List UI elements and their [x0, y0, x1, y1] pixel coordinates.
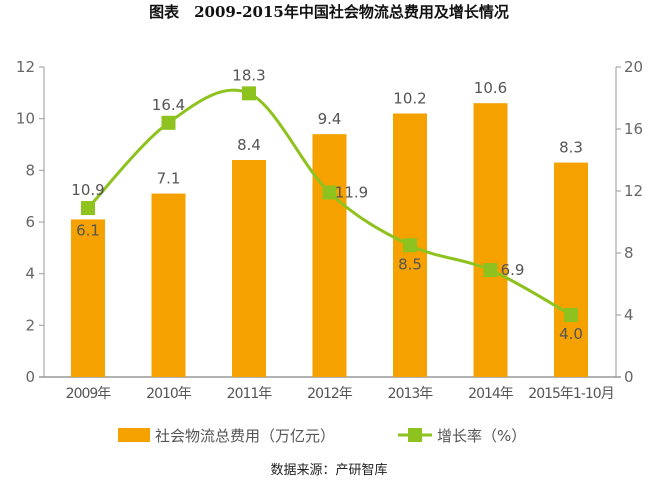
growth-rate-label: 18.3 [232, 66, 265, 84]
left-tick-label: 0 [25, 368, 35, 386]
bar [232, 160, 266, 377]
bar-value-label: 8.4 [237, 136, 261, 154]
growth-rate-marker [161, 115, 176, 130]
legend: 社会物流总费用（万亿元） 增长率（%） [118, 427, 526, 445]
growth-rate-label: 16.4 [152, 96, 185, 114]
bar [473, 103, 508, 378]
growth-rate-label: 6.9 [501, 261, 525, 279]
bar [554, 162, 588, 377]
left-tick-label: 10 [16, 110, 35, 128]
bar-value-label: 7.1 [157, 170, 181, 188]
left-tick-label: 8 [25, 161, 35, 179]
left-tick-label: 12 [16, 58, 35, 76]
growth-rate-label: 11.9 [335, 184, 368, 202]
growth-rate-marker [81, 201, 95, 216]
x-tick-label: 2010年 [146, 386, 192, 402]
right-tick-label: 4 [624, 306, 634, 324]
bar-value-label: 10.6 [474, 79, 507, 97]
growth-rate-marker [322, 185, 337, 200]
legend-bar-label: 社会物流总费用（万亿元） [155, 427, 335, 445]
growth-rate-marker [564, 308, 578, 322]
x-tick-label: 2014年 [468, 386, 514, 402]
right-tick-label: 20 [624, 58, 643, 76]
left-tick-label: 4 [25, 265, 35, 283]
x-tick-label: 2013年 [388, 386, 434, 402]
legend-line-label: 增长率（%） [437, 427, 526, 445]
legend-bar-swatch [118, 428, 150, 442]
x-tick-label: 2012年 [307, 386, 353, 402]
growth-rate-label: 10.9 [71, 181, 104, 199]
growth-rate-marker [242, 86, 256, 101]
bar-value-label: 9.4 [318, 110, 342, 128]
bar-value-label: 10.2 [393, 90, 426, 108]
x-tick-label: 2015年1-10月 [528, 386, 613, 402]
right-tick-label: 12 [624, 182, 643, 200]
source-note: 数据来源：产研智库 [270, 462, 387, 478]
bar [312, 134, 347, 377]
chart-title: 图表 2009-2015年中国社会物流总费用及增长情况 [149, 3, 509, 21]
left-tick-label: 6 [25, 213, 35, 231]
legend-line-marker [408, 428, 422, 442]
bar-value-label: 8.3 [559, 139, 583, 157]
x-tick-label: 2009年 [66, 386, 112, 402]
growth-rate-label: 8.5 [398, 255, 422, 273]
right-tick-label: 0 [624, 368, 634, 386]
right-tick-label: 8 [624, 244, 634, 262]
right-tick-label: 16 [624, 120, 643, 138]
growth-rate-marker [403, 238, 417, 253]
bar [151, 193, 186, 377]
growth-rate-label: 4.0 [559, 325, 583, 343]
x-tick-label: 2011年 [227, 386, 273, 402]
growth-rate-marker [483, 263, 498, 278]
left-tick-label: 2 [25, 316, 35, 334]
bar-value-label: 6.1 [76, 221, 100, 239]
bar [71, 219, 105, 377]
